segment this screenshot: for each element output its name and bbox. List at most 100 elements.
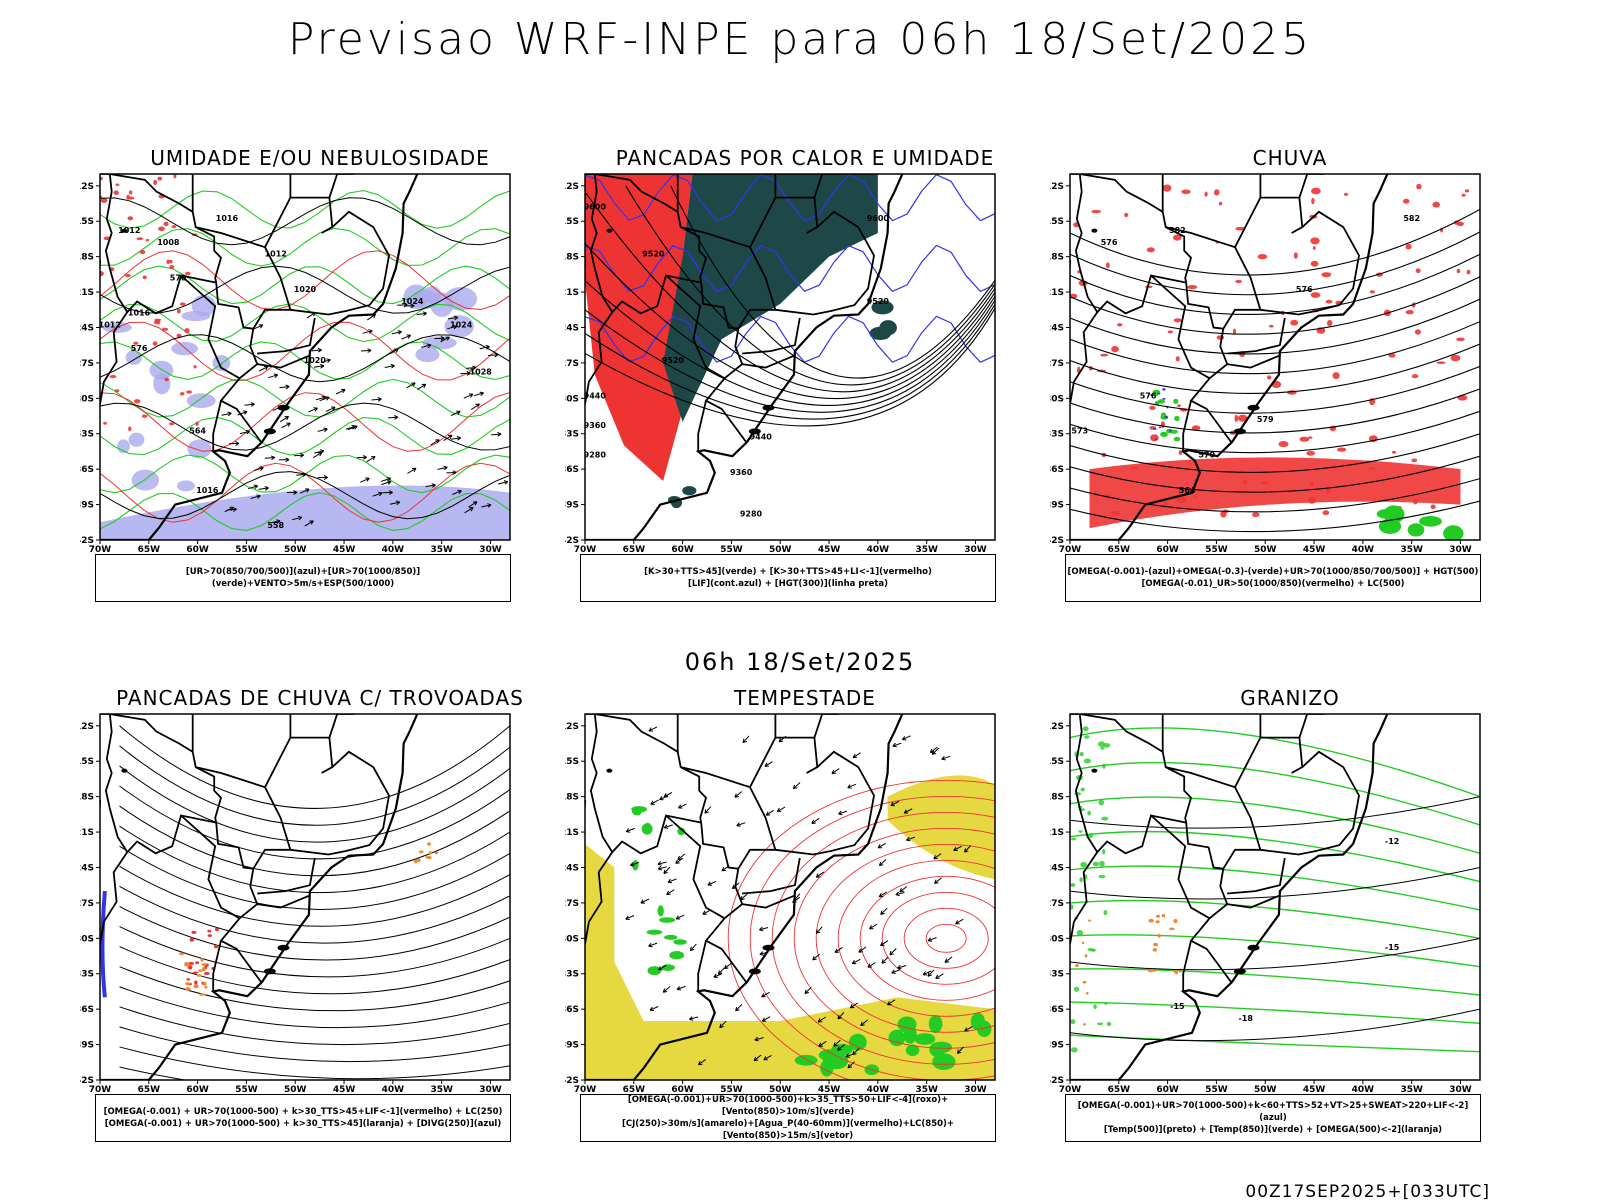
lat-tick-label: 24S xyxy=(565,323,579,333)
contour-label: 1012 xyxy=(118,226,140,235)
lake xyxy=(606,769,612,773)
lake xyxy=(749,968,761,974)
lat-tick-label: 24S xyxy=(1050,863,1064,873)
panel-chuva: CHUVA58257657056457957657357658212S15S18… xyxy=(1050,146,1540,626)
contour-label: 9600 xyxy=(584,202,607,211)
contour-label: -12 xyxy=(1385,837,1399,846)
lat-tick-label: 18S xyxy=(565,253,579,263)
panel-legend: [OMEGA(-0.001) + UR>70(1000-500) + k>30_… xyxy=(95,1094,511,1142)
lat-tick-label: 27S xyxy=(565,359,579,369)
contour-label: 1016 xyxy=(196,486,219,495)
lat-tick-label: 24S xyxy=(80,863,94,873)
contour-label: 9440 xyxy=(584,391,607,400)
lat-tick-label: 36S xyxy=(1050,1005,1064,1015)
lake xyxy=(763,405,775,411)
contour-label: 9520 xyxy=(867,297,890,306)
contour-label: 1012 xyxy=(99,320,121,329)
lake xyxy=(121,769,127,773)
lat-tick-label: 15S xyxy=(565,217,579,227)
panel-pancadas-trovoadas: PANCADAS DE CHUVA C/ TROVOADAS12S15S18S2… xyxy=(80,686,570,1166)
legend-line: [OMEGA(-0.001)+UR>70(1000-500)+k>35_TTS>… xyxy=(581,1094,995,1118)
panel-pancadas-calor: PANCADAS POR CALOR E UMIDADE 9600 9520 9520… xyxy=(565,146,1055,626)
forecast-map: 12S15S18S21S24S27S30S33S36S39S42S70W65W6… xyxy=(565,710,1035,1100)
lat-tick-label: 18S xyxy=(565,793,579,803)
lat-tick-label: 39S xyxy=(80,1041,94,1051)
contour-label: 564 xyxy=(1179,486,1196,495)
lat-tick-label: 39S xyxy=(565,1041,579,1051)
contour-label: 9600 xyxy=(867,214,890,223)
lat-tick-label: 12S xyxy=(80,722,94,732)
legend-line: [OMEGA(-0.001)-(azul)+OMEGA(-0.3)-(verde… xyxy=(1068,566,1479,578)
contour-label: 9280 xyxy=(740,509,763,518)
contour-label: 1020 xyxy=(304,356,327,365)
forecast-map: 9600952095209440936092809440936092809520… xyxy=(565,170,1035,560)
lake xyxy=(1248,945,1260,951)
lat-tick-label: 30S xyxy=(80,394,94,404)
contour-label: 1024 xyxy=(450,320,473,329)
lat-tick-label: 30S xyxy=(1050,394,1064,404)
lake xyxy=(1091,769,1097,773)
lat-tick-label: 15S xyxy=(565,757,579,767)
lake xyxy=(278,945,290,951)
panel-legend: [OMEGA(-0.001)+UR>70(1000-500)+k<60+TTS>… xyxy=(1065,1094,1481,1142)
contour-label: 1008 xyxy=(157,238,180,247)
panel-legend: [OMEGA(-0.001)-(azul)+OMEGA(-0.3)-(verde… xyxy=(1065,554,1481,602)
lat-tick-label: 27S xyxy=(80,899,94,909)
contour-label: 570 xyxy=(1198,450,1215,459)
lake xyxy=(264,968,276,974)
legend-line: [OMEGA(-0.01)_UR>50(1000/850)(vermelho) … xyxy=(1141,578,1404,590)
lat-tick-label: 36S xyxy=(1050,465,1064,475)
lat-tick-label: 33S xyxy=(80,970,94,980)
lat-tick-label: 30S xyxy=(565,934,579,944)
legend-line: [UR>70(850/700/500)](azul)+[UR>70(1000/8… xyxy=(96,566,510,590)
contour-label: 570 xyxy=(170,273,187,282)
lat-tick-label: 15S xyxy=(1050,217,1064,227)
contour-label: 9520 xyxy=(662,356,685,365)
contour-label: -18 xyxy=(1238,1014,1253,1023)
valid-time-label: 06h 18/Set/2025 xyxy=(0,648,1600,676)
contour-label: 9440 xyxy=(750,433,773,442)
contour-label: 579 xyxy=(1257,415,1274,424)
contour-label: 1012 xyxy=(265,250,287,259)
lat-tick-label: 33S xyxy=(565,430,579,440)
legend-line: [OMEGA(-0.001) + UR>70(1000-500) + k>30_… xyxy=(104,1106,503,1118)
panel-legend: [K>30+TTS>45](verde) + [K>30+TTS>45+LI<-… xyxy=(580,554,996,602)
lake xyxy=(1248,405,1260,411)
lat-tick-label: 30S xyxy=(80,934,94,944)
lat-tick-label: 24S xyxy=(1050,323,1064,333)
lake xyxy=(1091,229,1097,233)
lat-tick-label: 27S xyxy=(1050,899,1064,909)
panel-legend: [UR>70(850/700/500)](azul)+[UR>70(1000/8… xyxy=(95,554,511,602)
lat-tick-label: 21S xyxy=(80,288,94,298)
legend-line: [LIF](cont.azul) + [HGT(300)](linha pret… xyxy=(688,578,888,590)
lake xyxy=(264,428,276,434)
contour-label: 1016 xyxy=(216,214,239,223)
lat-tick-label: 21S xyxy=(565,288,579,298)
lake xyxy=(606,229,612,233)
lake xyxy=(1234,968,1246,974)
legend-line: [OMEGA(-0.001) + UR>70(1000-500) + k>30_… xyxy=(105,1118,501,1130)
legend-line: [K>30+TTS>45](verde) + [K>30+TTS>45+LI<-… xyxy=(644,566,932,578)
main-title: Previsao WRF-INPE para 06h 18/Set/2025 xyxy=(0,14,1600,65)
panel-legend: [OMEGA(-0.001)+UR>70(1000-500)+k>35_TTS>… xyxy=(580,1094,996,1142)
panel-title: PANCADAS POR CALOR E UMIDADE xyxy=(595,146,1015,170)
lat-tick-label: 18S xyxy=(80,793,94,803)
forecast-map: 1012100810161012102010241028101610121020… xyxy=(80,170,550,560)
lat-tick-label: 27S xyxy=(565,899,579,909)
forecast-map: 12S15S18S21S24S27S30S33S36S39S42S70W65W6… xyxy=(80,710,550,1100)
contour-label: 9520 xyxy=(642,250,665,259)
contour-label: 1016 xyxy=(128,309,151,318)
panel-title: GRANIZO xyxy=(1080,686,1500,710)
lat-tick-label: 33S xyxy=(1050,430,1064,440)
lake xyxy=(1234,428,1246,434)
lat-tick-label: 36S xyxy=(565,1005,579,1015)
lat-tick-label: 18S xyxy=(80,253,94,263)
lat-tick-label: 18S xyxy=(1050,253,1064,263)
lat-tick-label: 36S xyxy=(565,465,579,475)
panel-granizo: GRANIZO-12-15-18-1512S15S18S21S24S27S30S… xyxy=(1050,686,1540,1166)
contour-label: 1028 xyxy=(470,368,493,377)
contour-label: 576 xyxy=(1140,391,1157,400)
contour-label: 564 xyxy=(189,427,206,436)
forecast-map: -12-15-18-1512S15S18S21S24S27S30S33S36S3… xyxy=(1050,710,1520,1100)
lat-tick-label: 15S xyxy=(80,757,94,767)
